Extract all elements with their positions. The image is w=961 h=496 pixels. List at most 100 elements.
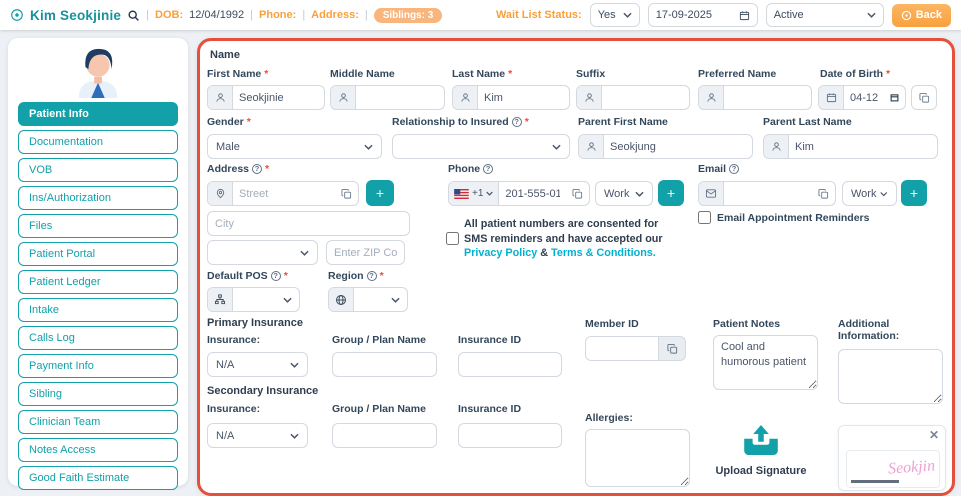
- privacy-policy-link[interactable]: Privacy Policy: [464, 247, 538, 260]
- first-name-field: [207, 85, 325, 110]
- phone-copy-button[interactable]: [566, 188, 589, 200]
- name-section-title: Name: [210, 49, 240, 61]
- additional-info-textarea[interactable]: [838, 349, 943, 404]
- calendar-icon: [739, 10, 749, 20]
- primary-group-label: Group / Plan Name: [332, 334, 426, 346]
- email-copy-button[interactable]: [812, 188, 835, 200]
- patient-notes-label: Patient Notes: [713, 318, 781, 330]
- sidebar-item-sibling[interactable]: Sibling: [18, 382, 178, 406]
- parent-first-name-input[interactable]: [604, 135, 752, 158]
- sidebar-item-patient-info[interactable]: Patient Info: [18, 102, 178, 126]
- sidebar-item-payment-info[interactable]: Payment Info: [18, 354, 178, 378]
- chevron-down-icon: [623, 12, 632, 18]
- additional-info-label-2: Information:: [838, 330, 900, 342]
- sidebar-item-intake[interactable]: Intake: [18, 298, 178, 322]
- state-select[interactable]: [207, 240, 318, 265]
- street-copy-button[interactable]: [335, 188, 358, 200]
- copy-icon: [918, 92, 929, 103]
- sidebar-item-vob[interactable]: VOB: [18, 158, 178, 182]
- secondary-insurance-select[interactable]: N/A: [207, 423, 308, 448]
- suffix-input[interactable]: [602, 86, 689, 109]
- secondary-group-input[interactable]: [332, 423, 437, 448]
- city-input[interactable]: [207, 211, 410, 236]
- primary-insurance-select[interactable]: N/A: [207, 352, 308, 377]
- sidebar-item-files[interactable]: Files: [18, 214, 178, 238]
- avatar: [8, 44, 188, 98]
- patient-sidebar: Patient Info Documentation VOB Ins/Autho…: [8, 38, 188, 490]
- dob-label: Date of Birth *: [820, 68, 891, 80]
- preferred-name-input[interactable]: [724, 86, 811, 109]
- zip-input[interactable]: [326, 240, 405, 265]
- gender-select[interactable]: Male: [207, 134, 382, 159]
- sidebar-item-ins-authorization[interactable]: Ins/Authorization: [18, 186, 178, 210]
- secondary-insurance-id-input[interactable]: [458, 423, 562, 448]
- sidebar-item-patient-ledger[interactable]: Patient Ledger: [18, 270, 178, 294]
- primary-insurance-id-input[interactable]: [458, 352, 562, 377]
- wait-list-date-input[interactable]: 17-09-2025: [647, 3, 758, 27]
- member-id-input[interactable]: [585, 336, 659, 361]
- dob-copy-button[interactable]: [911, 85, 937, 110]
- email-input[interactable]: [724, 182, 812, 205]
- sidebar-item-good-faith-estimate[interactable]: Good Faith Estimate: [18, 466, 178, 490]
- sms-consent-checkbox[interactable]: [446, 232, 459, 246]
- date-picker-icon[interactable]: [884, 93, 905, 102]
- email-label: Email?: [698, 163, 740, 175]
- envelope-icon: [699, 182, 724, 205]
- middle-name-input[interactable]: [356, 86, 444, 109]
- last-name-label: Last Name *: [452, 68, 513, 80]
- chevron-down-icon: [635, 191, 644, 197]
- default-pos-select[interactable]: [207, 287, 300, 312]
- help-icon: ?: [729, 163, 740, 174]
- preferred-name-field: [698, 85, 812, 110]
- remove-signature-icon[interactable]: ✕: [928, 428, 939, 442]
- email-type-select[interactable]: Work: [842, 181, 897, 206]
- search-icon[interactable]: [127, 9, 140, 22]
- separator: |: [250, 9, 254, 21]
- copy-icon: [818, 188, 829, 199]
- sidebar-item-calls-log[interactable]: Calls Log: [18, 326, 178, 350]
- chevron-down-icon: [283, 297, 292, 303]
- signature-preview: ✕ Seokjin: [838, 425, 946, 491]
- parent-last-name-input[interactable]: [789, 135, 937, 158]
- email-reminders-checkbox[interactable]: [698, 211, 711, 224]
- email-reminders: Email Appointment Reminders: [698, 211, 869, 224]
- sidebar-item-clinician-team[interactable]: Clinician Team: [18, 410, 178, 434]
- add-phone-button[interactable]: +: [658, 180, 684, 206]
- chevron-down-icon: [552, 144, 561, 150]
- help-icon: ?: [252, 163, 263, 174]
- sidebar-item-documentation[interactable]: Documentation: [18, 130, 178, 154]
- dob-input[interactable]: [844, 86, 884, 109]
- phone-label: Phone:: [259, 9, 297, 21]
- back-button[interactable]: Back: [891, 3, 951, 27]
- suffix-field: [576, 85, 690, 110]
- phone-field: +1: [448, 181, 590, 206]
- street-input[interactable]: [233, 182, 335, 205]
- first-name-input[interactable]: [233, 86, 324, 109]
- region-select[interactable]: [328, 287, 408, 312]
- sitemap-icon: [208, 288, 233, 311]
- upload-signature[interactable]: Upload Signature: [701, 425, 821, 477]
- sidebar-item-patient-portal[interactable]: Patient Portal: [18, 242, 178, 266]
- patient-notes-textarea[interactable]: Cool and humorous patient: [713, 335, 818, 390]
- phone-input[interactable]: [499, 182, 566, 205]
- suffix-label: Suffix: [576, 68, 606, 80]
- patient-status-select[interactable]: Active: [765, 3, 884, 27]
- gender-label: Gender *: [207, 116, 251, 128]
- add-email-button[interactable]: +: [901, 180, 927, 206]
- terms-conditions-link[interactable]: Terms & Conditions.: [551, 247, 656, 260]
- allergies-textarea[interactable]: [585, 429, 690, 487]
- relationship-select[interactable]: [392, 134, 570, 159]
- country-code-select[interactable]: +1: [449, 182, 500, 205]
- middle-name-label: Middle Name: [330, 68, 395, 80]
- default-pos-label: Default POS? *: [207, 270, 288, 282]
- add-address-button[interactable]: +: [366, 180, 394, 206]
- wait-list-status-select[interactable]: Yes: [589, 3, 640, 27]
- member-id-copy-button[interactable]: [659, 336, 686, 361]
- calendar-icon: [819, 86, 844, 109]
- preferred-name-label: Preferred Name: [698, 68, 777, 80]
- dob-field: [818, 85, 906, 110]
- phone-type-select[interactable]: Work: [595, 181, 653, 206]
- primary-group-input[interactable]: [332, 352, 437, 377]
- sidebar-item-notes-access[interactable]: Notes Access: [18, 438, 178, 462]
- last-name-input[interactable]: [478, 86, 569, 109]
